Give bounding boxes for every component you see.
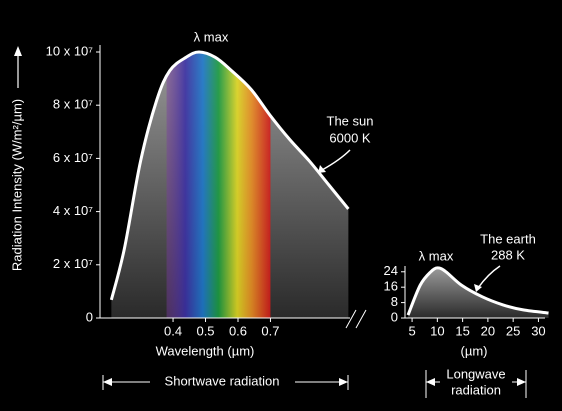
annotation-arrow-head [318,165,326,173]
spectrum-band [166,52,271,318]
span-label-bg [440,366,512,400]
annotation-arrow-head [474,284,482,292]
area [408,267,549,318]
axis-break [345,309,367,329]
y-tick-label: 0 [391,309,398,324]
span-label-bg [150,373,295,391]
x-tick-label: 10 [430,323,444,338]
y-tick-label: 8 [391,294,398,309]
y-tick-label: 6 x 10⁷ [53,150,93,165]
y-tick-label: 4 x 10⁷ [53,203,93,218]
y-tick-label: 2 x 10⁷ [53,256,93,271]
annotation: 288 K [491,247,525,262]
annotation: λ max [194,29,229,44]
x-tick-label: 15 [455,323,469,338]
annotation: 6000 K [329,130,371,145]
y-tick-label: 16 [384,279,398,294]
x-axis-label: Wavelength (µm) [156,343,255,358]
y-tick-label: 8 x 10⁷ [53,97,93,112]
line [406,266,549,316]
y-tick-label: 10 x 10⁷ [46,43,94,58]
x-tick-label: 20 [481,323,495,338]
x-tick-label: 5 [408,323,415,338]
span-label: Longwave [446,366,505,381]
x-tick-label: 0.7 [261,323,279,338]
y-tick-label: 0 [86,309,93,324]
x-tick-label: 30 [531,323,545,338]
annotation-arrow [321,149,351,171]
line [109,50,350,301]
annotation: λ max [419,248,454,263]
annotation: The earth [480,231,536,246]
x-tick-label: 0.5 [196,323,214,338]
x-tick-label: 0.6 [229,323,247,338]
x-tick-label: 0.4 [164,323,182,338]
x-tick-label: 25 [506,323,520,338]
annotation-arrow [477,265,501,289]
x-axis-label: (µm) [461,343,488,358]
axis-arrow-head [14,46,22,56]
annotation: The sun [327,113,374,128]
span-label: radiation [451,382,501,397]
y-axis-label: Radiation Intensity (W/m²/µm) [9,99,24,271]
y-tick-label: 24 [384,263,398,278]
span-label: Shortwave radiation [165,373,280,388]
